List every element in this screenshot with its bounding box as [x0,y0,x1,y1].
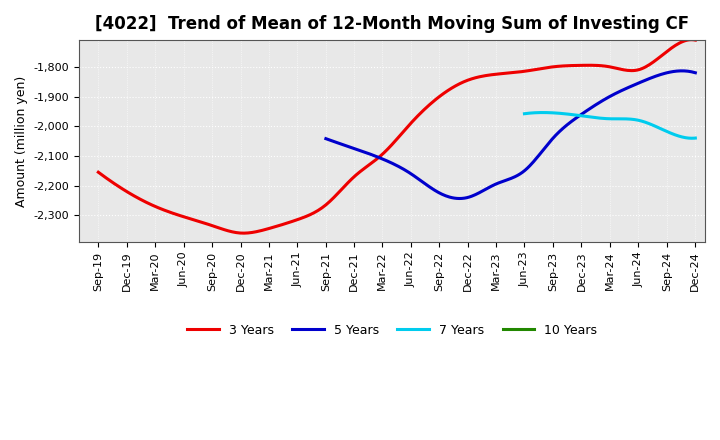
3 Years [637,66,646,71]
7 Years [665,130,673,135]
5 Years [634,81,643,86]
7 Years [625,117,634,122]
3 Years [462,78,470,84]
7 Years [691,136,700,141]
3 Years [599,63,608,69]
7 Years [539,110,547,115]
7 Years [623,116,631,121]
Line: 7 Years: 7 Years [524,113,696,138]
7 Years [521,111,529,116]
5 Years [541,144,550,149]
3 Years [94,169,103,175]
3 Years [687,37,696,42]
3 Years [96,171,104,176]
5 Years [543,143,552,148]
5 Years [657,71,666,77]
5 Years [323,136,331,142]
3 Years [451,83,460,88]
7 Years [520,111,528,116]
3 Years [691,37,700,43]
5 Years [455,196,464,201]
3 Years [240,231,248,236]
7 Years [622,116,631,121]
7 Years [675,134,684,139]
Legend: 3 Years, 5 Years, 7 Years, 10 Years: 3 Years, 5 Years, 7 Years, 10 Years [182,319,602,342]
7 Years [688,136,696,141]
5 Years [322,136,330,141]
Y-axis label: Amount (million yen): Amount (million yen) [15,75,28,207]
5 Years [678,68,686,73]
Title: [4022]  Trend of Mean of 12-Month Moving Sum of Investing CF: [4022] Trend of Mean of 12-Month Moving … [95,15,689,33]
5 Years [549,135,557,140]
5 Years [691,70,700,75]
Line: 3 Years: 3 Years [99,40,696,233]
Line: 5 Years: 5 Years [326,71,696,198]
3 Years [449,84,458,90]
